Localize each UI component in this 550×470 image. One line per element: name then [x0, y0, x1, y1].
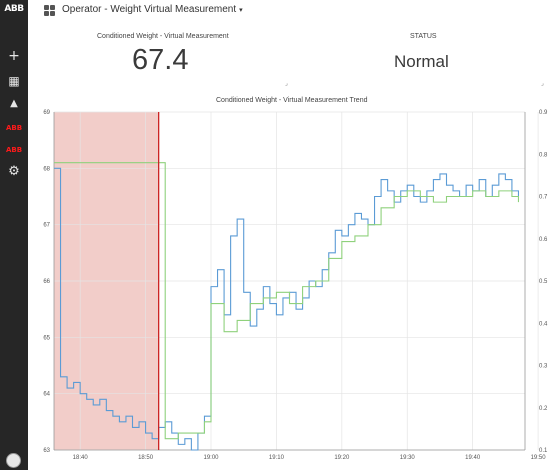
- y-right-tick-label: 0.8: [539, 152, 548, 158]
- user-avatar[interactable]: [6, 453, 21, 468]
- status-value: Normal: [394, 52, 449, 71]
- abb-logo[interactable]: ABB: [4, 4, 24, 14]
- gear-icon[interactable]: ⚙: [8, 164, 20, 179]
- chart-title: Conditioned Weight - Virtual Measurement…: [216, 97, 368, 104]
- plus-icon[interactable]: +: [8, 48, 20, 64]
- kpi-value: 67.4: [132, 44, 189, 76]
- x-tick-label: 19:30: [400, 455, 416, 461]
- panel-resize-handle[interactable]: ⌟: [541, 81, 544, 87]
- dashboard-title: Operator - Weight Virtual Measurement: [62, 4, 237, 15]
- y-right-tick-label: 0.2: [539, 406, 548, 412]
- x-tick-label: 19:50: [531, 455, 547, 461]
- y-left-tick-label: 69: [43, 110, 50, 116]
- y-left-tick-label: 65: [43, 335, 50, 341]
- sidebar: ABB + ▦ ▲ ABB ABB ⚙: [0, 0, 28, 470]
- dashboard-grid-icon[interactable]: ▦: [8, 74, 20, 88]
- trend-chart[interactable]: 69 68 67 66 65 64 63 0.9 0.8 0.7 0.6 0.5 0.4 0.3 0.2 0.…: [28, 105, 550, 465]
- y-right-tick-label: 0.5: [539, 279, 548, 285]
- y-right-tick-label: 0.7: [539, 195, 548, 201]
- status-label: STATUS: [410, 33, 437, 40]
- y-right-tick-label: 0.1: [539, 448, 548, 454]
- dashboard-title-dropdown[interactable]: Operator - Weight Virtual Measurement ▾: [62, 4, 243, 15]
- y-left-tick-label: 66: [43, 279, 50, 285]
- x-tick-label: 18:50: [138, 455, 154, 461]
- y-right-tick-label: 0.4: [539, 321, 548, 327]
- panel-resize-handle[interactable]: ⌟: [285, 81, 288, 87]
- dashboard-icon: [44, 5, 55, 16]
- y-left-tick-label: 68: [43, 166, 50, 172]
- y-left-tick-label: 67: [43, 223, 50, 229]
- abb-app-1-button[interactable]: ABB: [5, 124, 23, 132]
- bell-icon[interactable]: ▲: [10, 98, 18, 109]
- y-right-tick-label: 0.9: [539, 110, 548, 116]
- x-tick-label: 19:40: [465, 455, 481, 461]
- abb-app-2-button[interactable]: ABB: [5, 146, 23, 154]
- header: Operator - Weight Virtual Measurement ▾: [28, 0, 550, 22]
- y-right-tick-label: 0.6: [539, 237, 548, 243]
- x-tick-label: 19:20: [334, 455, 350, 461]
- x-tick-label: 18:40: [73, 455, 89, 461]
- series-line-1: [54, 162, 520, 440]
- chevron-down-icon: ▾: [239, 7, 243, 14]
- y-left-tick-label: 63: [43, 448, 50, 454]
- x-tick-label: 19:00: [203, 455, 219, 461]
- y-right-tick-label: 0.3: [539, 364, 548, 370]
- y-left-tick-label: 64: [43, 392, 50, 398]
- kpi-label: Conditioned Weight - Virtual Measurement: [97, 33, 229, 40]
- x-tick-label: 19:10: [269, 455, 285, 461]
